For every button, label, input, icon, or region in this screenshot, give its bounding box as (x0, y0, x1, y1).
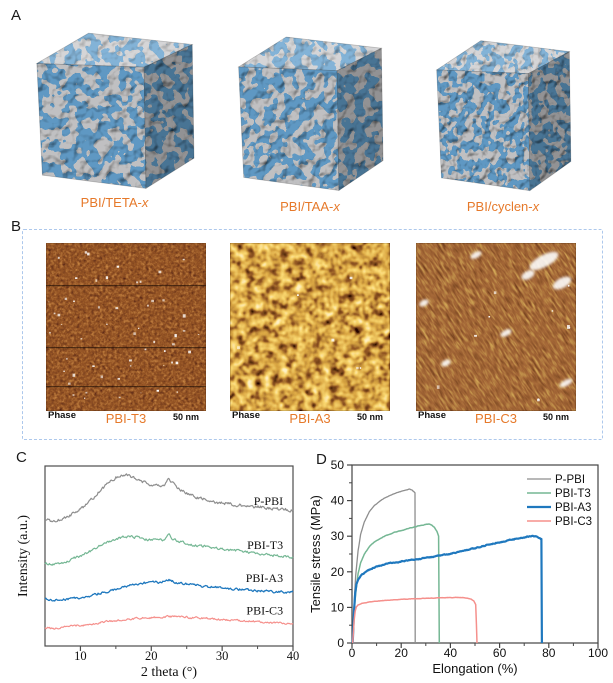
xrd-series-label-pbi-a3: PBI-A3 (246, 571, 283, 585)
tensile-ytick-label: 30 (331, 529, 345, 543)
scalebar-c3: 50 nm (538, 407, 574, 425)
afm-image-pbi-t3 (45, 242, 207, 416)
simulation-cube-2 (237, 36, 384, 192)
cube-label-cyclen: PBI/cyclen-x (424, 199, 582, 214)
scalebar-t3: 50 nm (168, 407, 204, 425)
xrd-xtick-label: 40 (287, 649, 300, 663)
tensile-yaxis-title: Tensile stress (MPa) (308, 495, 323, 613)
cube-label-teta-text: PBI/TETA- (80, 195, 142, 210)
xrd-series-label-pbi-t3: PBI-T3 (247, 538, 283, 552)
tensile-ytick-label: 10 (331, 600, 345, 614)
simulation-cube-3 (435, 40, 572, 192)
tensile-xtick-label: 20 (395, 646, 409, 660)
afm-group-a3: Phase PBI-A3 50 nm (229, 242, 391, 429)
xrd-yaxis-title: Intensity (a.u.) (16, 515, 31, 597)
tensile-xtick-label: 80 (542, 646, 556, 660)
cube-label-teta-x: x (141, 195, 149, 210)
cube-label-cyclen-x: x (532, 199, 540, 214)
phase-label: Phase (418, 410, 446, 421)
afm-group-c3: Phase PBI-C3 50 nm (260, 91, 613, 563)
xrd-series-label-p-pbi: P-PBI (254, 494, 283, 508)
panel-c-letter: C (16, 449, 27, 466)
cube-render-slot-1 (22, 18, 207, 196)
cube-render-slot-3 (424, 26, 582, 198)
tensile-xaxis-title: Elongation (%) (432, 661, 517, 676)
tensile-ytick-label: 40 (331, 494, 345, 508)
legend-label-p-pbi: P-PBI (555, 474, 585, 486)
tensile-ytick-label: 0 (337, 636, 344, 650)
cube-label-taa-text: PBI/TAA- (280, 199, 334, 214)
phase-label: Phase (48, 410, 76, 421)
cube-label-taa: PBI/TAA-x (225, 199, 395, 214)
cube-label-teta: PBI/TETA-x (22, 195, 207, 210)
tensile-xtick-label: 40 (444, 646, 458, 660)
afm-name-pbi-c3: PBI-C3 (475, 411, 517, 426)
afm-image-pbi-a3 (229, 242, 391, 416)
xrd-xaxis-title: 2 theta (°) (141, 665, 197, 680)
legend-label-pbi-t3: PBI-T3 (555, 488, 591, 500)
scalebar-a3: 50 nm (352, 407, 388, 425)
legend-label-pbi-c3: PBI-C3 (555, 516, 592, 528)
afm-group-t3: Phase PBI-T3 50 nm (45, 242, 207, 429)
panel-a-letter: A (11, 7, 22, 24)
cube-label-taa-x: x (333, 199, 340, 214)
scalebar-label: 50 nm (542, 412, 569, 422)
scalebar-label: 50 nm (356, 412, 383, 422)
xrd-chart: 10 20 30 40 2 theta (°) Intensity (a.u.) P-PBI… (16, 465, 300, 680)
xrd-series-label-pbi-c3: PBI-C3 (246, 603, 283, 617)
afm-phase-texture-t3 (45, 242, 207, 412)
xrd-xtick-label: 20 (145, 649, 158, 663)
cube-label-cyclen-text: PBI/cyclen- (466, 199, 533, 214)
phase-label: Phase (232, 410, 260, 421)
tensile-xtick-label: 60 (493, 646, 507, 660)
afm-name-pbi-a3: PBI-A3 (289, 411, 331, 426)
tensile-xtick-label: 0 (349, 646, 356, 660)
panel-d-letter: D (316, 451, 327, 468)
afm-phase-texture-c3 (260, 91, 613, 563)
panel-b-letter: B (11, 218, 22, 235)
scalebar-label: 50 nm (172, 412, 199, 422)
afm-name-pbi-t3: PBI-T3 (105, 411, 147, 426)
xrd-xtick-label: 10 (74, 649, 87, 663)
tensile-ytick-label: 20 (331, 565, 345, 579)
afm-image-pbi-c3 (260, 91, 613, 563)
tensile-chart: 0 20 40 60 80 100 0 10 20 30 40 50 Elongation (%) Ten… (308, 458, 608, 676)
cube-render-slot-2 (225, 22, 395, 198)
legend-label-pbi-a3: PBI-A3 (555, 502, 591, 514)
tensile-ytick-label: 50 (331, 458, 345, 472)
xrd-xtick-label: 30 (216, 649, 229, 663)
panel-b-dashed-box (22, 229, 603, 440)
tensile-xtick-label: 100 (588, 646, 608, 660)
simulation-cube-1 (35, 32, 195, 190)
afm-phase-texture-a3 (229, 242, 391, 412)
